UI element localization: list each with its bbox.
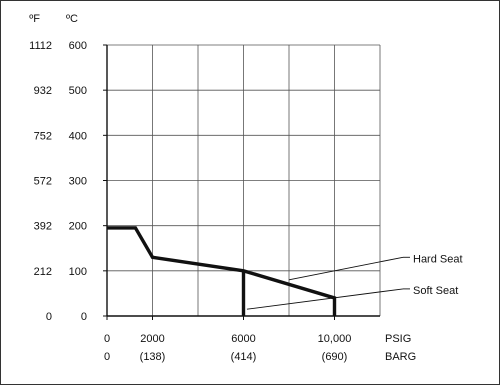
x-tick-label-psig: 10,000 [318,333,352,345]
y-tick-label-celsius: 500 [69,85,87,97]
annotation-leader-hard-seat [288,256,404,281]
y-tick-label-fahrenheit: 572 [34,176,52,188]
y-tick-label-celsius: 600 [69,40,87,52]
annotation-label-soft-seat: Soft Seat [413,285,458,297]
x-tick-label-psig: 6000 [231,333,255,345]
y-tick-label-celsius: 100 [69,266,87,278]
y-tick-label-celsius: 300 [69,176,87,188]
y-tick-label-celsius: 0 [81,311,87,323]
y-tick-label-fahrenheit: 212 [34,266,52,278]
y-tick-label-celsius: 400 [69,130,87,142]
y-tick-label-fahrenheit: 392 [34,221,52,233]
y-tick-label-fahrenheit: 1112 [29,40,52,52]
x-tick-label-psig: 0 [104,333,110,345]
y-tick-label-celsius: 200 [69,221,87,233]
y-unit-celsius: ºC [66,13,78,25]
x-tick-label-barg: 0 [104,351,110,363]
x-tick-label-barg: (414) [231,351,257,363]
series-line-hard-seat [107,226,337,316]
annotation-label-hard-seat: Hard Seat [413,253,463,265]
y-tick-label-fahrenheit: 752 [34,130,52,142]
annotation-leader-soft-seat [246,288,404,310]
x-tick-label-psig: 2000 [140,333,164,345]
x-tick-label-barg: (138) [140,351,166,363]
x-unit-psig: PSIG [385,333,411,345]
y-tick-label-fahrenheit: 932 [34,85,52,97]
y-tick-label-fahrenheit: 0 [46,311,52,323]
x-unit-barg: BARG [385,351,416,363]
x-tick-label-barg: (690) [322,351,348,363]
y-unit-fahrenheit: ºF [29,13,40,25]
